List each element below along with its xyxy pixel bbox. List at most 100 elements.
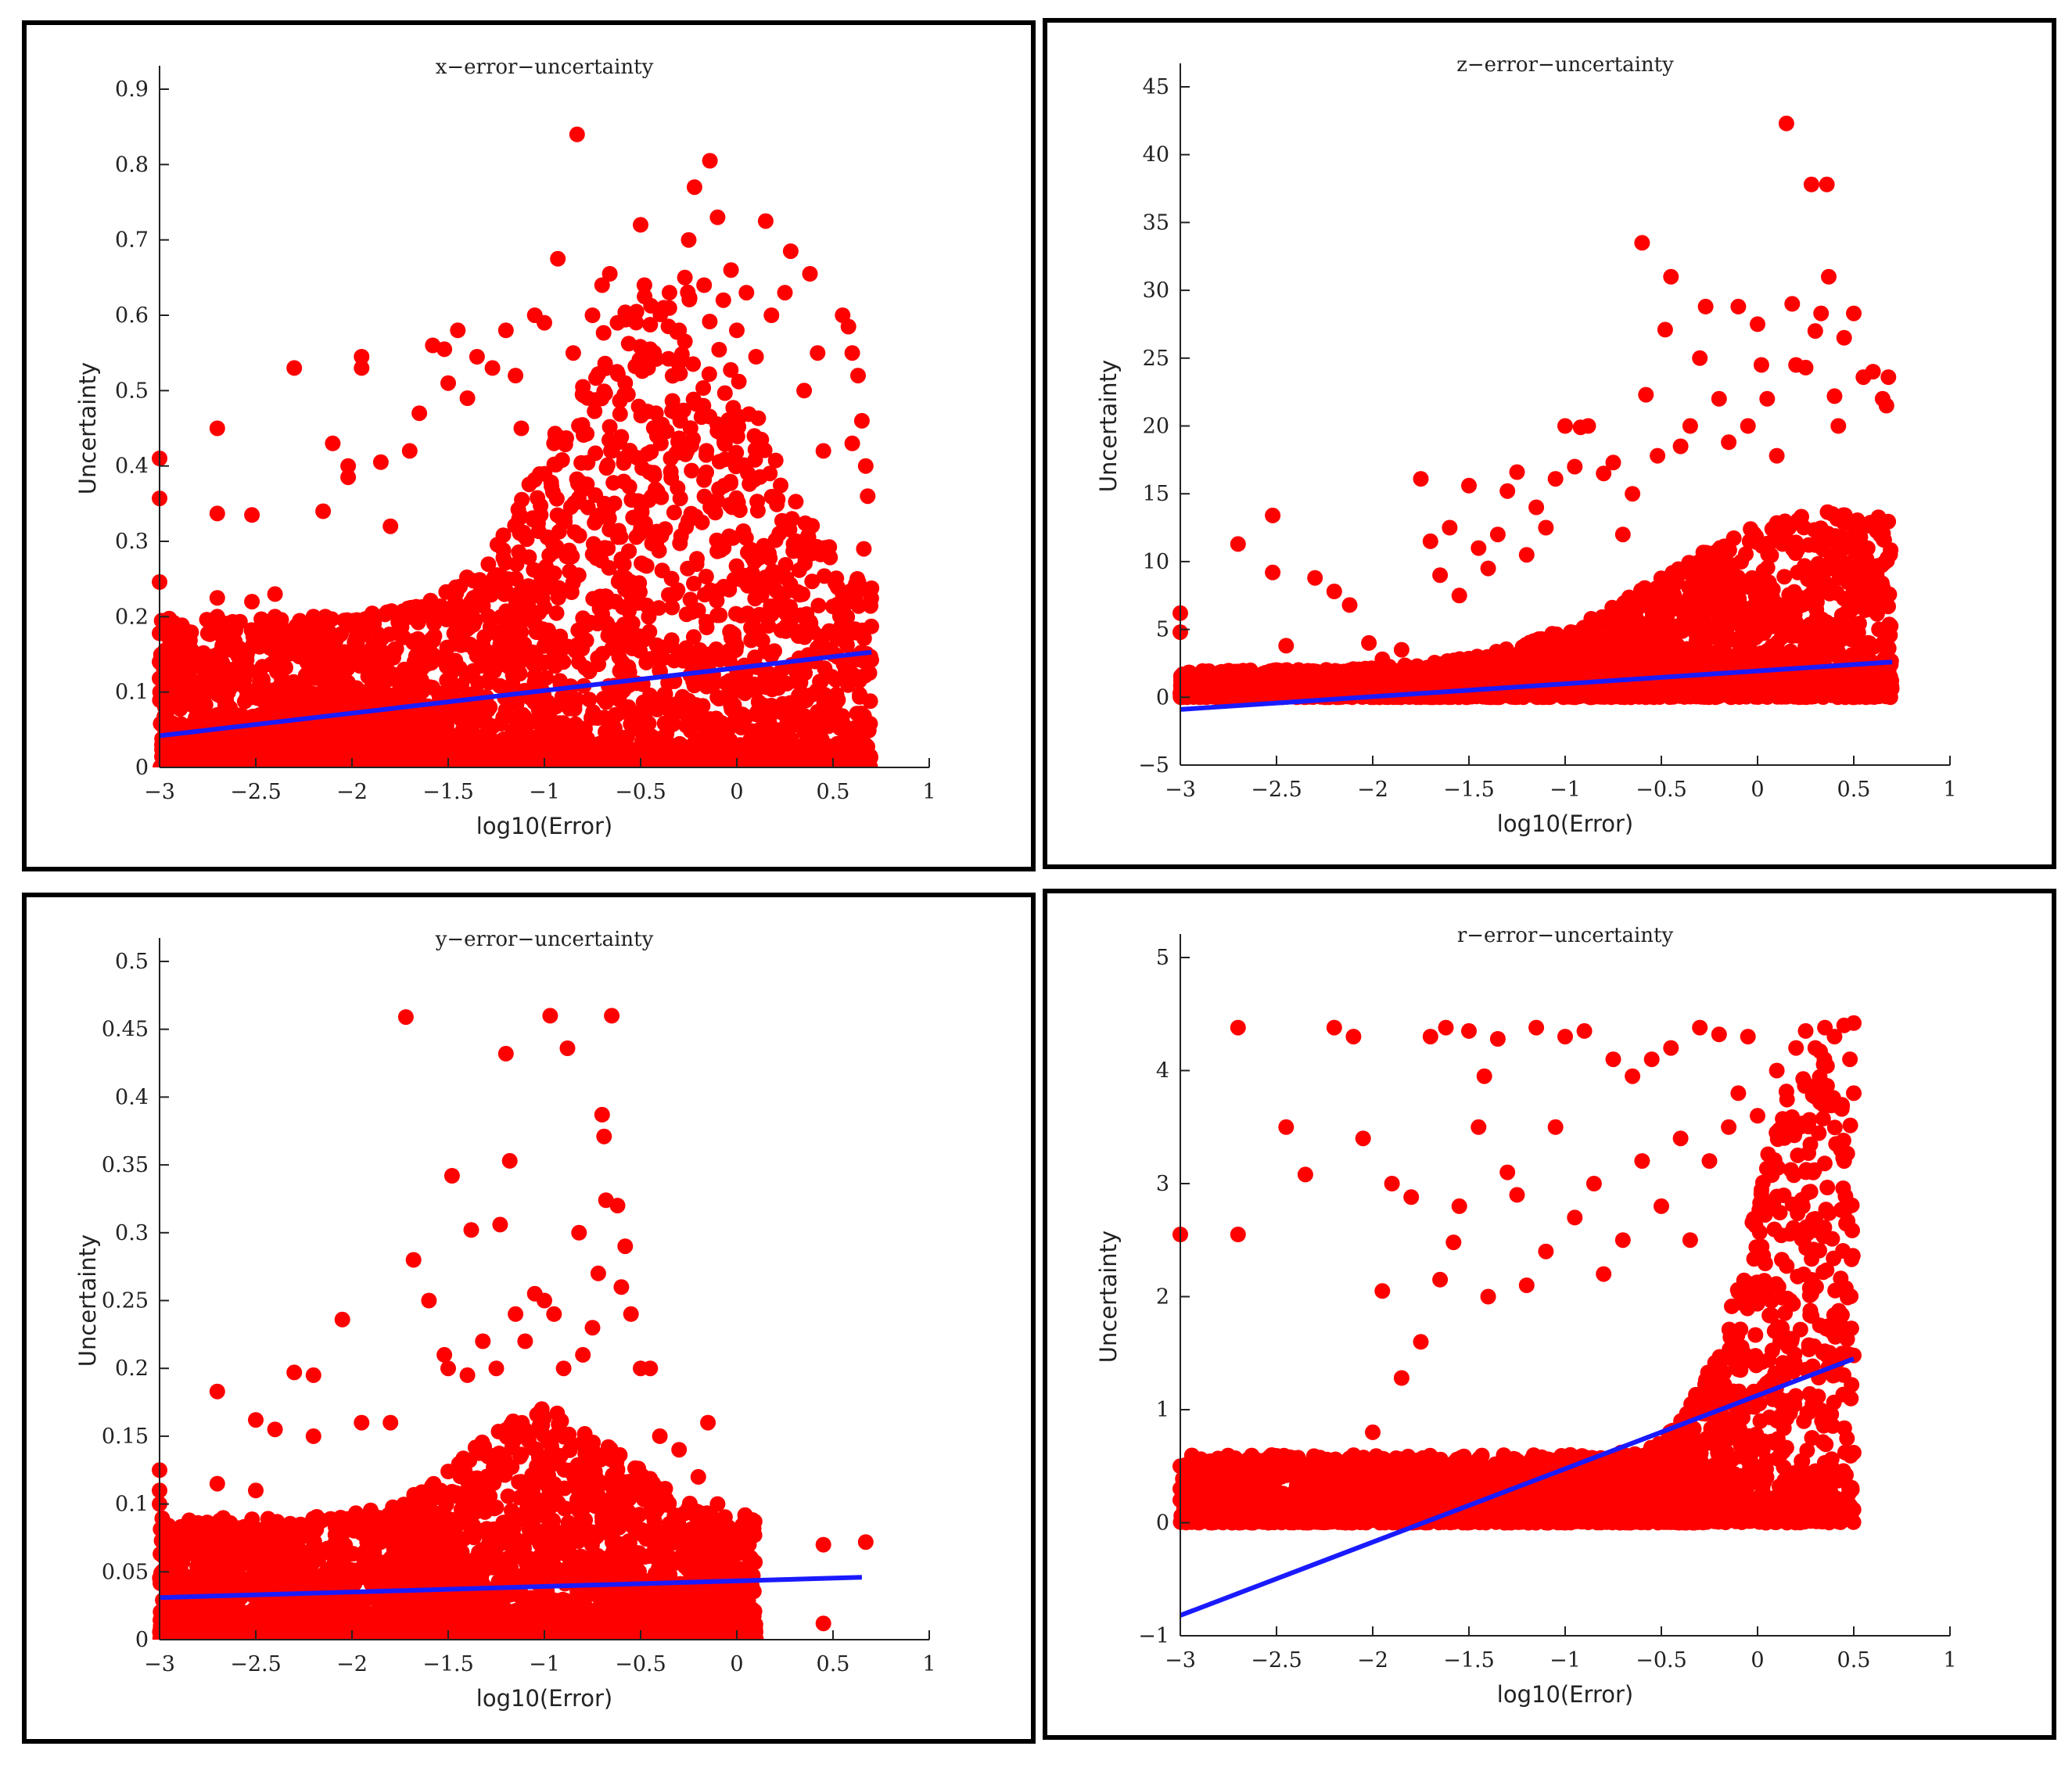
scatter-point [196,663,213,679]
scatter-point [267,623,283,640]
scatter-point [852,686,868,702]
scatter-point [716,385,733,401]
scatter-point [637,718,653,735]
scatter-point [804,518,821,534]
scatter-point [537,726,553,742]
scatter-point [469,712,485,728]
scatter-point [698,443,715,459]
scatter-point [797,555,813,572]
scatter-point [377,606,393,623]
scatter-point [493,716,509,732]
scatter-point [702,499,719,516]
scatter-point [655,300,672,316]
scatter-point [743,620,759,636]
scatter-point [617,581,633,598]
scatter-point [727,642,744,658]
x-tick-label: 0.5 [817,780,850,804]
scatter-point [822,549,838,566]
scatter-point [601,510,617,526]
scatter-point [720,721,736,738]
scatter-point [603,443,619,459]
scatter-point [643,700,659,717]
scatter-point [673,346,690,362]
scatter-point [860,488,876,505]
scatter-point [386,641,403,658]
scatter-point [824,669,840,684]
scatter-point [739,738,756,755]
scatter-point [641,609,657,625]
scatter-point [835,714,851,731]
scatter-point [497,322,514,339]
scatter-point [558,738,574,755]
scatter-point [799,606,815,622]
scatter-point [489,567,505,584]
scatter-point [639,446,655,462]
scatter-point [168,659,185,676]
scatter-point [685,356,702,372]
scatter-point [396,689,412,706]
panel-z-error: −3 −2.5 −2 −1.5 −1 −0.5 0 0.5 1 −5 0 5 10 15 20 25 30 35 4… [1043,18,2056,869]
x-tick-label: −1.5 [422,780,474,804]
x-tick-label: −1 [529,780,560,804]
y-tick-label: 0.2 [115,605,149,629]
scatter-point [446,625,462,641]
scatter-point [760,618,777,634]
scatter-point [221,681,237,697]
scatter-point [236,693,253,710]
scatter-point [288,681,304,697]
scatter-point [671,322,688,339]
scatter-point [756,537,772,554]
y-tick-label: 0 [135,756,149,780]
scatter-point [702,646,718,663]
scatter-point [709,209,726,225]
scatter-point [395,603,411,620]
scatter-point [630,526,647,543]
scatter-point [716,650,732,667]
scatter-point [622,443,638,458]
scatter-point [844,435,860,451]
scatter-point [312,691,329,706]
scatter-point [339,674,356,691]
scatter-point [601,419,618,435]
scatter-point [375,675,392,692]
scatter-point [804,573,821,590]
scatter-point [742,476,758,492]
scatter-point [290,633,307,649]
scatter-point [630,493,646,509]
scatter-point [763,307,780,323]
scatter-point [773,622,789,638]
scatter-point [656,686,673,702]
scatter-point [785,543,802,559]
scatter-point [695,380,712,396]
scatter-point [465,590,482,606]
scatter-point [513,420,530,437]
scatter-point [401,443,418,459]
scatter-point [689,551,705,567]
scatter-point [585,536,601,552]
scatter-point [595,325,612,341]
chart-z-error-uncertainty: −3 −2.5 −2 −1.5 −1 −0.5 0 0.5 1−5051015202530354… [1095,53,1957,837]
scatter-point [829,735,846,752]
scatter-point [711,342,727,358]
scatter-point [487,579,503,595]
scatter-point [534,591,551,607]
scatter-point [633,217,648,233]
scatter-point [661,587,677,603]
scatter-point [360,683,376,699]
scatter-point [291,649,307,665]
scatter-point [508,368,524,384]
scatter-point [268,746,284,763]
scatter-point [269,663,285,680]
scatter-point [436,341,453,358]
scatter-point [303,657,320,674]
scatter-point [664,599,680,616]
scatter-point [382,518,399,534]
panel-x-error: −3 −2.5 −2 −1.5 −1 −0.5 0 0.5 1 0 0.1 0.2 0.3 0.4 0.5 0… [22,20,1036,871]
scatter-point [540,741,556,757]
scatter-point [422,655,439,671]
scatter-point [508,634,525,650]
scatter-point [439,672,455,688]
scatter-point [666,652,682,669]
scatter-point [731,373,747,390]
scatter-point [587,403,603,419]
